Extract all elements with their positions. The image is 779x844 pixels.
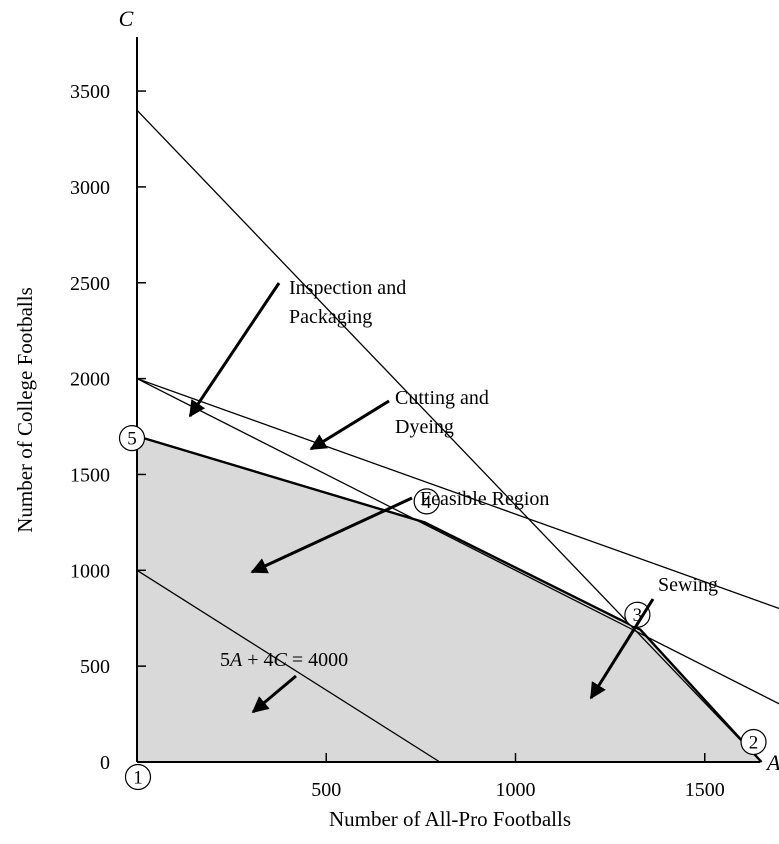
y-tick-label: 1500 [70,464,110,486]
feasible-label: Feasible Region [420,488,549,510]
vertex-label: 4 [422,492,432,513]
vertex-2: 2 [740,728,767,756]
y-axis-ticks: 0 500 1000 1500 2000 2500 3000 3500 [70,81,146,774]
objective-line [136,569,441,763]
vertex-circle [413,488,440,515]
y-tick-label: 2000 [70,369,110,391]
vertex-circle [740,728,767,756]
y-tick-label: 0 [100,752,110,774]
objective-rhs: = 4000 [292,649,348,671]
vertex-circle [118,425,146,452]
vertex-markers: 1 2 3 4 5 [118,425,767,791]
objective-plus: + 4 [247,649,273,671]
vertex-label: 5 [127,429,137,450]
constraint-line-1 [136,109,762,763]
y-tick-label: 1000 [70,560,110,582]
objective-coef-a: 5 [220,649,230,671]
y-tick-label: 2500 [70,273,110,295]
vertex-5: 5 [118,425,146,452]
vertex-1: 1 [124,763,152,791]
x-axis-variable: A [765,750,779,775]
vertex-3: 3 [624,601,651,628]
feasible-boundary [136,434,763,763]
cutting-label: Cutting and Dyeing [395,387,494,438]
inspection-label-line1: Inspection and [289,277,406,299]
inspection-label-line2: Packaging [289,306,372,328]
objective-equation: 5A + 4C = 4000 [220,649,348,671]
vertex-4: 4 [413,488,440,515]
cutting-label-line2: Dyeing [395,416,454,438]
vertex-label: 2 [749,733,759,754]
x-axis-title: Number of All-Pro Footballs [329,807,571,831]
y-axis-title: Number of College Footballs [13,287,37,533]
x-tick-label: 1500 [685,779,725,801]
vertex-circle [624,601,651,628]
x-tick-label: 1000 [496,779,536,801]
feasible-region-area [137,436,762,762]
vertex-circle [124,763,152,791]
cutting-label-line1: Cutting and [395,387,489,409]
inspection-arrow [188,282,281,418]
y-tick-label: 3500 [70,81,110,103]
objective-arrow [251,674,297,714]
objective-var-c: C [274,649,288,671]
vertex-label: 1 [133,768,143,789]
inspection-label: Inspection and Packaging [289,277,411,328]
objective-var-a: A [228,649,243,671]
y-tick-label: 3000 [70,177,110,199]
cutting-arrow [309,399,390,451]
y-axis-variable: C [119,6,134,31]
sewing-arrow [589,598,655,700]
constraint-line-2 [136,378,779,705]
vertex-label: 3 [633,605,643,626]
x-tick-label: 500 [311,779,341,801]
sewing-label: Sewing [658,574,718,596]
y-tick-label: 500 [80,656,110,678]
feasible-arrow [250,496,413,574]
